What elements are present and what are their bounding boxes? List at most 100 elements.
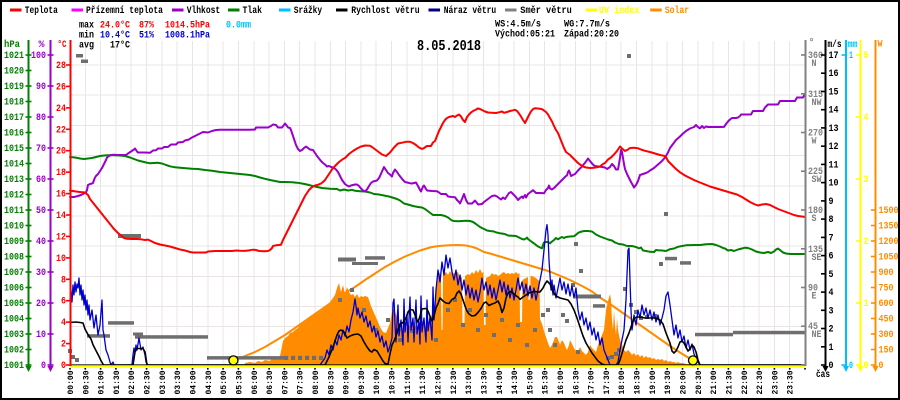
- svg-text:1200: 1200: [879, 237, 899, 248]
- svg-text:00:30: 00:30: [82, 370, 91, 394]
- svg-text:1018: 1018: [4, 98, 24, 109]
- svg-text:N: N: [812, 59, 817, 70]
- svg-text:10: 10: [56, 254, 66, 265]
- svg-text:1008: 1008: [4, 253, 24, 264]
- svg-text:08:00: 08:00: [312, 370, 321, 394]
- svg-text:avg: avg: [79, 40, 94, 52]
- svg-text:min: min: [79, 30, 94, 42]
- svg-text:Tlak: Tlak: [243, 5, 263, 17]
- svg-text:03:00: 03:00: [159, 370, 168, 394]
- svg-text:max: max: [79, 20, 95, 32]
- svg-text:22:00: 22:00: [741, 370, 750, 394]
- svg-text:WS:4.5m/s: WS:4.5m/s: [495, 19, 541, 31]
- svg-text:Směr větru: Směr větru: [520, 5, 572, 17]
- svg-text:WG:7.7m/s: WG:7.7m/s: [564, 19, 610, 31]
- svg-text:S: S: [812, 214, 817, 225]
- svg-text:hPa: hPa: [4, 39, 21, 51]
- svg-text:3: 3: [829, 306, 834, 317]
- svg-text:08:30: 08:30: [327, 370, 336, 394]
- svg-text:17:00: 17:00: [588, 370, 597, 394]
- svg-text:180: 180: [808, 206, 823, 217]
- svg-text:NE: NE: [812, 330, 822, 341]
- svg-text:20: 20: [56, 147, 66, 158]
- svg-text:10:30: 10:30: [389, 370, 398, 394]
- svg-text:1013: 1013: [4, 175, 24, 186]
- svg-text:0.0mm: 0.0mm: [226, 20, 251, 32]
- svg-text:Západ:20:20: Západ:20:20: [564, 29, 619, 41]
- svg-text:03:30: 03:30: [174, 370, 183, 394]
- svg-text:01:00: 01:00: [98, 370, 107, 394]
- svg-text:1: 1: [829, 343, 834, 354]
- svg-text:00:00: 00:00: [67, 370, 76, 394]
- svg-text:1020: 1020: [4, 67, 24, 78]
- svg-text:SE: SE: [812, 253, 822, 264]
- svg-text:8.05.2018: 8.05.2018: [417, 39, 481, 55]
- svg-text:6: 6: [829, 252, 834, 263]
- svg-text:07:00: 07:00: [281, 370, 290, 394]
- svg-text:450: 450: [879, 315, 894, 326]
- svg-text:87%: 87%: [139, 20, 155, 32]
- svg-text:1008.1hPa: 1008.1hPa: [165, 30, 211, 42]
- svg-text:22: 22: [56, 125, 66, 136]
- svg-text:8: 8: [61, 275, 66, 286]
- svg-text:70: 70: [36, 144, 46, 155]
- svg-text:50: 50: [36, 206, 46, 217]
- svg-text:1010: 1010: [4, 222, 24, 233]
- svg-text:3: 3: [864, 175, 869, 186]
- svg-text:1500: 1500: [879, 206, 899, 217]
- svg-text:60: 60: [36, 175, 46, 186]
- svg-text:13:30: 13:30: [480, 370, 489, 394]
- svg-text:21:00: 21:00: [710, 370, 719, 394]
- svg-text:09:30: 09:30: [358, 370, 367, 394]
- svg-text:90: 90: [36, 82, 46, 93]
- svg-text:22:30: 22:30: [756, 370, 765, 394]
- svg-text:%: %: [39, 39, 46, 51]
- svg-text:150: 150: [879, 346, 894, 357]
- svg-text:čas: čas: [816, 369, 830, 381]
- svg-text:1007: 1007: [4, 268, 24, 279]
- svg-text:°: °: [809, 37, 815, 49]
- svg-text:24: 24: [56, 104, 66, 115]
- svg-text:13:00: 13:00: [465, 370, 474, 394]
- svg-text:45: 45: [808, 322, 818, 333]
- svg-text:Vlhkost: Vlhkost: [187, 5, 221, 17]
- svg-text:17°C: 17°C: [110, 40, 131, 52]
- svg-text:300: 300: [879, 330, 894, 341]
- svg-text:12:00: 12:00: [435, 370, 444, 394]
- svg-text:5: 5: [864, 51, 869, 62]
- svg-text:1021: 1021: [4, 51, 24, 62]
- svg-text:1: 1: [849, 51, 853, 62]
- svg-text:0: 0: [879, 361, 884, 372]
- svg-text:11:00: 11:00: [404, 370, 413, 394]
- svg-text:16:00: 16:00: [557, 370, 566, 394]
- svg-text:80: 80: [36, 113, 46, 124]
- svg-text:51%: 51%: [139, 30, 155, 42]
- svg-text:10: 10: [829, 179, 839, 190]
- svg-text:1011: 1011: [4, 206, 24, 217]
- svg-text:23:00: 23:00: [771, 370, 780, 394]
- svg-text:02:30: 02:30: [144, 370, 153, 394]
- svg-text:12:30: 12:30: [450, 370, 459, 394]
- svg-text:18:30: 18:30: [634, 370, 643, 394]
- svg-text:04:00: 04:00: [190, 370, 199, 394]
- svg-text:Přízemní teplota: Přízemní teplota: [86, 5, 164, 17]
- svg-text:09:00: 09:00: [343, 370, 352, 394]
- svg-text:2: 2: [829, 325, 834, 336]
- svg-text:1009: 1009: [4, 237, 24, 248]
- svg-text:1016: 1016: [4, 129, 24, 140]
- svg-text:16: 16: [829, 69, 839, 80]
- svg-text:135: 135: [808, 245, 823, 256]
- svg-text:11: 11: [829, 160, 839, 171]
- svg-text:20:00: 20:00: [680, 370, 689, 394]
- svg-text:07:30: 07:30: [297, 370, 306, 394]
- svg-text:Východ:05:21: Východ:05:21: [495, 29, 555, 41]
- svg-text:01:30: 01:30: [113, 370, 122, 394]
- svg-text:1004: 1004: [4, 315, 24, 326]
- svg-text:0: 0: [61, 361, 66, 372]
- svg-text:17: 17: [829, 51, 839, 62]
- svg-text:1014.5hPa: 1014.5hPa: [165, 20, 211, 32]
- svg-text:Rychlost větru: Rychlost větru: [351, 5, 420, 17]
- svg-text:1001: 1001: [4, 361, 24, 372]
- svg-text:1019: 1019: [4, 82, 24, 93]
- svg-text:0: 0: [41, 361, 46, 372]
